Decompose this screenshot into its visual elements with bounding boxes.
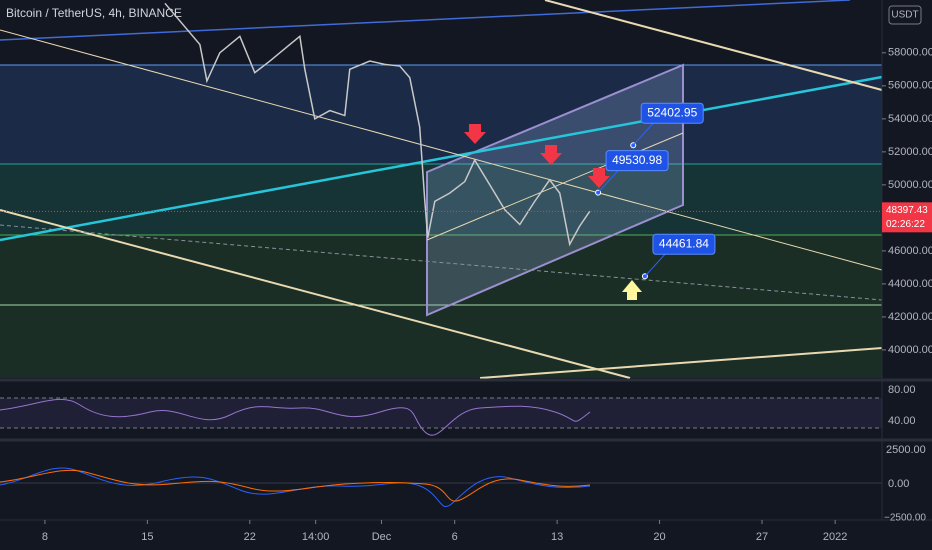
countdown: 02:26:22 (886, 219, 925, 230)
signal-line (0, 469, 591, 502)
trend-line (0, 209, 631, 379)
up-arrow (622, 280, 642, 300)
y-tick-label: 56000.00 (888, 80, 932, 92)
trend-line (479, 347, 883, 379)
down-arrow (588, 168, 610, 188)
annotation-pointer (644, 253, 666, 277)
annotation-label: 49530.98 (612, 153, 662, 167)
x-tick-label: 8 (42, 531, 48, 543)
annotation-label: 52402.95 (647, 105, 697, 119)
rsi-band (0, 398, 882, 428)
trend-line (0, 29, 883, 271)
y-tick-label: 52000.00 (888, 146, 932, 158)
zone-middle (0, 164, 882, 235)
y-tick-label: 58000.00 (888, 47, 932, 59)
down-arrow (540, 145, 562, 165)
x-tick-label: 2022 (823, 531, 847, 543)
y-tick-label: 54000.00 (888, 113, 932, 125)
trend-line (0, 75, 883, 242)
macd-tick: 0.00 (888, 478, 909, 490)
y-tick-label: 50000.00 (888, 179, 932, 191)
currency: USDT (891, 10, 918, 21)
y-tick-label: 44000.00 (888, 278, 932, 290)
trend-line (544, 0, 883, 91)
channel (426, 63, 684, 317)
annotation-box (605, 150, 669, 172)
macd-tick: 2500.00 (886, 444, 926, 456)
x-tick-label: 15 (141, 531, 153, 543)
trend-line (0, 224, 883, 301)
annotation-label: 44461.84 (659, 236, 709, 250)
zone-lower (0, 235, 882, 378)
annotation-pointer (597, 170, 619, 193)
y-tick-label: 42000.00 (888, 311, 932, 323)
x-tick-label: 14:00 (302, 531, 330, 543)
macd-line (0, 467, 591, 508)
x-tick-label: 6 (452, 531, 458, 543)
x-tick-label: 22 (244, 531, 256, 543)
rsi-tick: 40.00 (888, 415, 916, 427)
rsi-line (0, 398, 591, 436)
y-tick-label: 40000.00 (888, 344, 932, 356)
x-tick-label: 27 (756, 531, 768, 543)
annotation-box (640, 102, 704, 124)
last-price: 48397.43 (886, 205, 928, 216)
x-tick-label: Dec (372, 531, 392, 543)
zone-upper (0, 65, 882, 164)
currency-box[interactable] (888, 5, 922, 25)
rsi-tick: 80.00 (888, 384, 916, 396)
annotation-pointer (632, 122, 654, 146)
annotation-box (652, 233, 716, 255)
y-tick-label: 46000.00 (888, 245, 932, 257)
down-arrow (464, 124, 486, 144)
last-price-box (882, 202, 932, 233)
trend-line (0, 0, 851, 41)
price-line (164, 2, 591, 247)
macd-tick: −2500.00 (884, 513, 926, 524)
x-tick-label: 13 (551, 531, 563, 543)
symbol-title: Bitcoin / TetherUS, 4h, BINANCE (6, 6, 182, 20)
x-tick-label: 20 (653, 531, 665, 543)
